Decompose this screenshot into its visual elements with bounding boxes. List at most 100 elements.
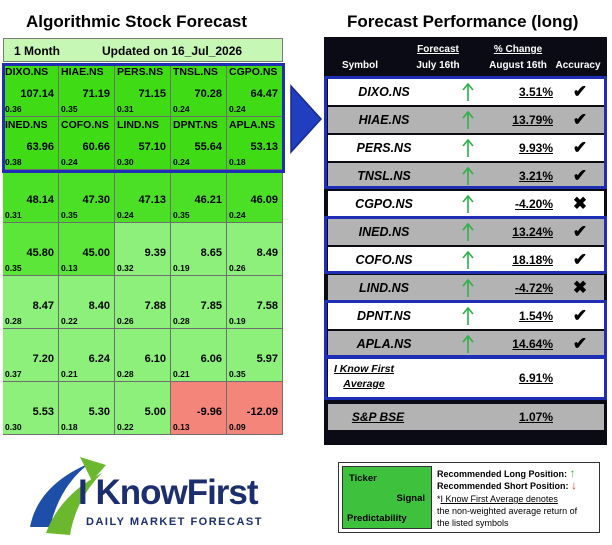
forecast-cell: 45.80 0.35 [3,223,59,276]
highlight-group-2 [324,216,607,274]
legend-up-arrow-icon: ↑ [569,466,576,480]
row-change: 18.18% [512,253,553,267]
cell-predictability: 0.35 [5,263,22,273]
cell-signal: 45.80 [26,247,54,259]
forecast-cell: 5.00 0.22 [115,382,171,435]
cell-signal: 6.06 [200,353,222,365]
average-change: 6.91% [518,371,553,385]
benchmark-row: S&P BSE 1.07% [328,404,604,430]
up-arrow-icon [444,191,492,217]
row-symbol: DIXO.NS [358,85,410,99]
performance-row: COFO.NS 18.18% ✔ [328,247,604,273]
forecast-cell: HIAE.NS 71.19 0.35 [59,64,115,117]
cell-ticker: LIND.NS [117,119,159,131]
cell-ticker: APLA.NS [229,119,276,131]
forecast-cell: APLA.NS 53.13 0.18 [227,117,283,170]
forecast-cell: 5.97 0.35 [227,329,283,382]
cell-predictability: 0.32 [117,263,134,273]
row-symbol: INED.NS [358,225,410,239]
row-symbol: HIAE.NS [358,113,410,127]
cell-signal: 5.53 [32,406,54,418]
forecast-header-bar: 1 Month Updated on 16_Jul_2026 [3,38,283,62]
forecast-cell: 7.85 0.28 [171,276,227,329]
legend-down-arrow-icon: ↓ [571,478,578,492]
legend-asterisk: * [437,494,441,504]
cell-predictability: 0.30 [117,157,134,167]
forecast-cell: COFO.NS 60.66 0.24 [59,117,115,170]
cell-signal: 47.13 [138,194,166,206]
legend-ticker: Ticker [349,473,377,484]
logo-brand-text: I KnowFirst [78,473,259,512]
row-change: -4.20% [514,197,553,211]
row-symbol: TNSL.NS [357,169,411,183]
row-accuracy-icon: ✔ [572,334,588,353]
cell-predictability: 0.24 [229,210,246,220]
row-change: 9.93% [518,141,553,155]
row-change: -4.72% [514,281,553,295]
cell-predictability: 0.28 [117,369,134,379]
forecast-cell: LIND.NS 57.10 0.30 [115,117,171,170]
forecast-cell: 7.88 0.26 [115,276,171,329]
cell-signal: 7.58 [256,300,278,312]
brand-logo: I KnowFirst Daily Market Forecast [20,455,280,540]
performance-row: HIAE.NS 13.79% ✔ [328,107,604,133]
forecast-cell: 8.47 0.28 [3,276,59,329]
row-accuracy-icon: ✔ [572,110,588,129]
forecast-cell: -9.96 0.13 [171,382,227,435]
cell-predictability: 0.37 [5,369,22,379]
cell-signal: 5.97 [256,353,278,365]
cell-signal: -9.96 [196,406,222,418]
row-accuracy-icon: ✖ [572,278,588,297]
cell-predictability: 0.18 [61,422,78,432]
forecast-cell: 9.39 0.32 [115,223,171,276]
cell-predictability: 0.19 [229,316,246,326]
row-symbol: DPNT.NS [357,309,411,323]
legend-signal: Signal [396,493,425,504]
cell-signal: 60.66 [82,141,110,153]
cell-ticker: CGPO.NS [229,66,278,78]
cell-predictability: 0.35 [61,210,78,220]
row-accuracy-icon: ✔ [572,166,588,185]
performance-row: APLA.NS 14.64% ✔ [328,331,604,357]
cell-predictability: 0.35 [173,210,190,220]
row-change: 13.79% [512,113,553,127]
cell-predictability: 0.36 [5,104,22,114]
forecast-cell: 46.09 0.24 [227,170,283,223]
cell-ticker: INED.NS [5,119,48,131]
cell-predictability: 0.24 [117,210,134,220]
cell-predictability: 0.18 [229,157,246,167]
up-arrow-icon [444,163,492,189]
forecast-cell: 6.06 0.21 [171,329,227,382]
legend-predictability: Predictability [347,513,407,524]
forecast-cell: 45.00 0.13 [59,223,115,276]
up-arrow-icon [444,303,492,329]
performance-row: DPNT.NS 1.54% ✔ [328,303,604,329]
cell-ticker: COFO.NS [61,119,109,131]
cell-signal: 8.65 [200,247,222,259]
cell-signal: 5.30 [88,406,110,418]
cell-predictability: 0.21 [173,369,190,379]
performance-row: TNSL.NS 3.21% ✔ [328,163,604,189]
cell-predictability: 0.24 [229,104,246,114]
cell-signal: 7.20 [32,353,54,365]
cell-signal: 48.14 [26,194,54,206]
cell-predictability: 0.28 [173,316,190,326]
cell-ticker: DIXO.NS [5,66,49,78]
row-accuracy-icon: ✔ [572,82,588,101]
cell-signal: 55.64 [194,141,222,153]
cell-signal: 47.30 [82,194,110,206]
cell-predictability: 0.22 [61,316,78,326]
cell-signal: 46.21 [194,194,222,206]
up-arrow-icon [444,79,492,105]
cell-signal: 71.19 [82,88,110,100]
cell-signal: 8.40 [88,300,110,312]
cell-predictability: 0.31 [5,210,22,220]
cell-signal: 6.24 [88,353,110,365]
up-arrow-icon [444,331,492,357]
cell-predictability: 0.24 [173,104,190,114]
cell-predictability: 0.26 [229,263,246,273]
row-accuracy-icon: ✔ [572,306,588,325]
benchmark-change: 1.07% [518,410,553,424]
up-arrow-icon [444,219,492,245]
cell-predictability: 0.22 [117,422,134,432]
